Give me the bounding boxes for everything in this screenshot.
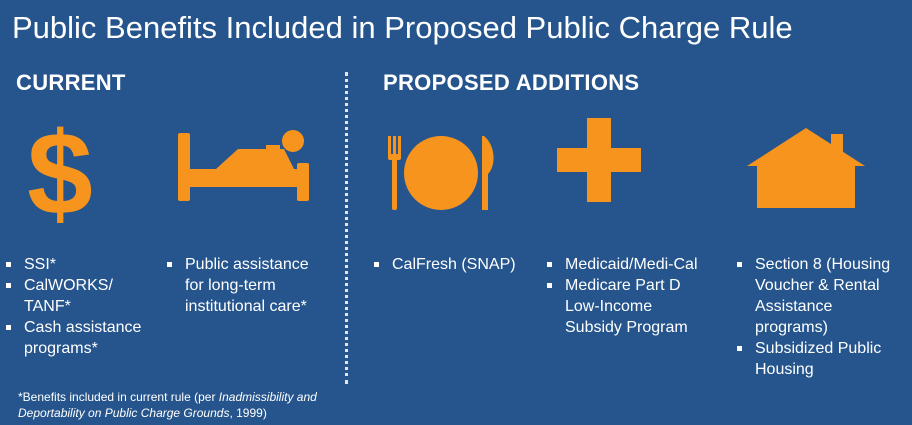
bed-icon [176,123,311,203]
list-item: Subsidized Public Housing [735,338,890,380]
list-item: Medicare Part D Low-Income Subsidy Progr… [545,275,698,338]
medical-cross-icon [557,118,641,202]
section-divider [345,72,348,384]
svg-text:$: $ [27,118,93,226]
proposed-list-2: Medicaid/Medi-Cal Medicare Part D Low-In… [545,254,698,338]
footnote: *Benefits included in current rule (per … [18,390,317,420]
list-item: Medicaid/Medi-Cal [545,254,698,275]
list-item: CalWORKS/ TANF* [4,275,141,317]
page-title: Public Benefits Included in Proposed Pub… [12,10,793,45]
current-list-1: SSI* CalWORKS/ TANF* Cash assistance pro… [4,254,141,359]
proposed-list-3: Section 8 (Housing Voucher & Rental Assi… [735,254,890,380]
list-item: SSI* [4,254,141,275]
plate-utensils-icon [384,132,496,214]
dollar-icon: $ [20,118,100,226]
list-item: Cash assistance programs* [4,317,141,359]
proposed-list-1: CalFresh (SNAP) [372,254,516,275]
current-list-2: Public assistance for long-term institut… [165,254,309,317]
list-item: CalFresh (SNAP) [372,254,516,275]
list-item: Section 8 (Housing Voucher & Rental Assi… [735,254,890,338]
list-item: Public assistance for long-term institut… [165,254,309,317]
house-icon [747,128,865,208]
current-heading: CURRENT [16,70,126,95]
proposed-heading: PROPOSED ADDITIONS [383,70,640,95]
